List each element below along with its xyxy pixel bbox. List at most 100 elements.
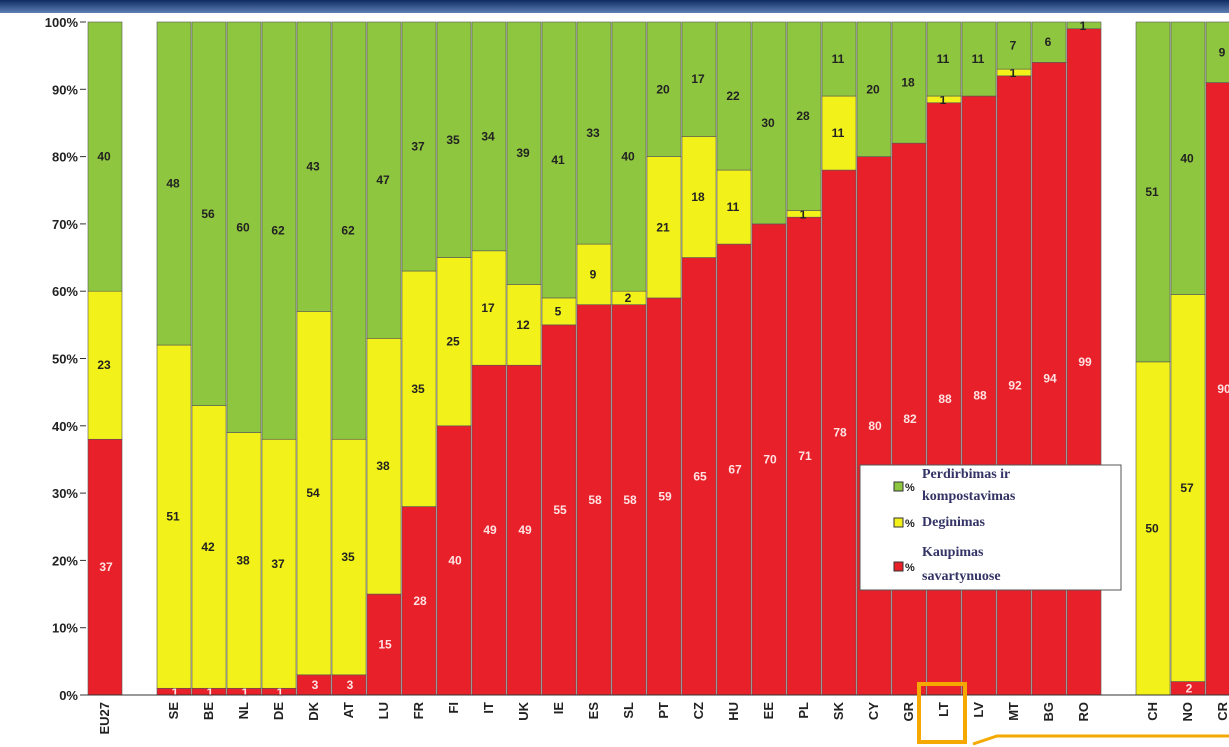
bar-segment bbox=[646, 21, 682, 157]
bar-segment bbox=[331, 21, 367, 440]
y-tick-label: 30% bbox=[52, 486, 78, 501]
bars: 3723401514814256138601376235443335621538… bbox=[86, 19, 1229, 699]
data-label: 37 bbox=[99, 560, 113, 574]
bar-stack-nl: 1 38 60 bbox=[226, 21, 262, 699]
data-label: 94 bbox=[1043, 372, 1057, 386]
bar-stack-bg: 94 6 bbox=[1031, 21, 1067, 696]
bar-stack-pl: 71 1 28 bbox=[786, 21, 822, 696]
bar-segment bbox=[156, 21, 192, 346]
data-label: 37 bbox=[271, 557, 285, 571]
bar-stack-de: 1 37 62 bbox=[261, 21, 297, 699]
data-label: 51 bbox=[166, 510, 180, 524]
bar-segment bbox=[786, 21, 822, 211]
bar-stack-dk: 3 54 43 bbox=[296, 21, 332, 696]
bar-segment bbox=[191, 405, 227, 689]
category-label: LT bbox=[936, 702, 951, 717]
bar-segment bbox=[646, 156, 682, 299]
bar-segment bbox=[191, 21, 227, 406]
bar-segment bbox=[891, 142, 927, 696]
data-label: 70 bbox=[763, 452, 777, 466]
data-label: 38 bbox=[376, 459, 390, 473]
category-label: LU bbox=[376, 702, 391, 719]
category-label: CH bbox=[1145, 702, 1160, 721]
category-label: FI bbox=[446, 702, 461, 714]
data-label: 1 bbox=[940, 93, 947, 107]
category-label: IT bbox=[481, 702, 496, 714]
data-label: 88 bbox=[938, 392, 952, 406]
bar-stack-sl: 58 2 40 bbox=[611, 21, 647, 696]
bar-segment bbox=[436, 425, 472, 696]
category-label: RO bbox=[1076, 702, 1091, 722]
bar-segment bbox=[366, 593, 402, 696]
bar-segment bbox=[821, 95, 857, 171]
category-label: EU27 bbox=[97, 702, 112, 735]
data-label: 88 bbox=[973, 389, 987, 403]
data-label: 39 bbox=[516, 146, 530, 160]
bar-segment bbox=[716, 21, 752, 171]
bar-stack-cz: 65 18 17 bbox=[681, 21, 717, 696]
legend-swatch bbox=[893, 517, 904, 528]
bar-stack-mt: 92 1 7 bbox=[996, 21, 1032, 696]
bar-segment bbox=[401, 506, 437, 696]
category-label: BG bbox=[1041, 702, 1056, 722]
bar-segment bbox=[296, 21, 332, 312]
category-label: AT bbox=[341, 702, 356, 718]
data-label: 11 bbox=[972, 52, 985, 66]
data-label: 17 bbox=[691, 72, 705, 86]
bar-segment bbox=[1066, 21, 1102, 30]
highlight-box bbox=[917, 682, 967, 744]
category-label: EE bbox=[761, 702, 776, 720]
bar-segment bbox=[436, 257, 472, 427]
bar-segment bbox=[891, 21, 927, 144]
category-label: CZ bbox=[691, 702, 706, 719]
data-label: 28 bbox=[413, 594, 427, 608]
bar-segment bbox=[1205, 21, 1229, 83]
data-label: 17 bbox=[481, 301, 495, 315]
top-band bbox=[0, 0, 1229, 13]
data-label: 49 bbox=[483, 523, 497, 537]
bar-segment bbox=[681, 257, 717, 696]
data-label: 1 bbox=[1010, 66, 1017, 80]
data-label: 35 bbox=[341, 550, 355, 564]
data-label: 18 bbox=[691, 190, 705, 204]
y-tick-label: 50% bbox=[52, 352, 78, 367]
data-label: 20 bbox=[656, 82, 670, 96]
data-label: 62 bbox=[271, 224, 285, 238]
legend-label: savartynuose bbox=[922, 569, 1001, 584]
y-tick-label: 40% bbox=[52, 419, 78, 434]
data-label: 55 bbox=[553, 503, 567, 517]
data-label: 49 bbox=[518, 523, 532, 537]
category-label: SK bbox=[831, 701, 846, 720]
data-label: 28 bbox=[796, 109, 810, 123]
bar-stack-es: 58 9 33 bbox=[576, 21, 612, 696]
bar-segment bbox=[821, 169, 857, 696]
legend-label: kompostavimas bbox=[922, 489, 1016, 504]
bar-stack-eu27: 37 23 40 bbox=[87, 21, 123, 696]
bar-segment bbox=[401, 270, 437, 507]
bar-stack-cr: 90 9 bbox=[1205, 21, 1229, 696]
bar-segment bbox=[156, 344, 192, 689]
category-label: SL bbox=[621, 702, 636, 719]
bar-stack-lv: 88 11 bbox=[961, 21, 997, 696]
bar-segment bbox=[716, 169, 752, 245]
data-label: 60 bbox=[236, 220, 250, 234]
data-label: 2 bbox=[1186, 681, 1193, 695]
bar-segment bbox=[87, 438, 123, 696]
data-label: 1 bbox=[207, 685, 214, 699]
data-label: 11 bbox=[937, 52, 950, 66]
legend-label: Deginimas bbox=[922, 515, 986, 530]
data-label: 1 bbox=[277, 685, 284, 699]
y-tick-label: 0% bbox=[59, 688, 78, 703]
data-label: 62 bbox=[341, 224, 355, 238]
bar-segment bbox=[87, 290, 123, 440]
bar-segment bbox=[366, 21, 402, 339]
legend: % Perdirbimas ir kompostavimas% Deginimas% K… bbox=[859, 464, 1122, 591]
data-label: 2 bbox=[625, 291, 632, 305]
data-label: 80 bbox=[868, 419, 882, 433]
data-label: 11 bbox=[832, 126, 845, 140]
bar-stack-fi: 40 25 35 bbox=[436, 21, 472, 696]
bar-stack-se: 1 51 48 bbox=[156, 21, 192, 699]
y-tick-label: 70% bbox=[52, 217, 78, 232]
bar-segment bbox=[541, 21, 577, 299]
y-tick-label: 60% bbox=[52, 284, 78, 299]
